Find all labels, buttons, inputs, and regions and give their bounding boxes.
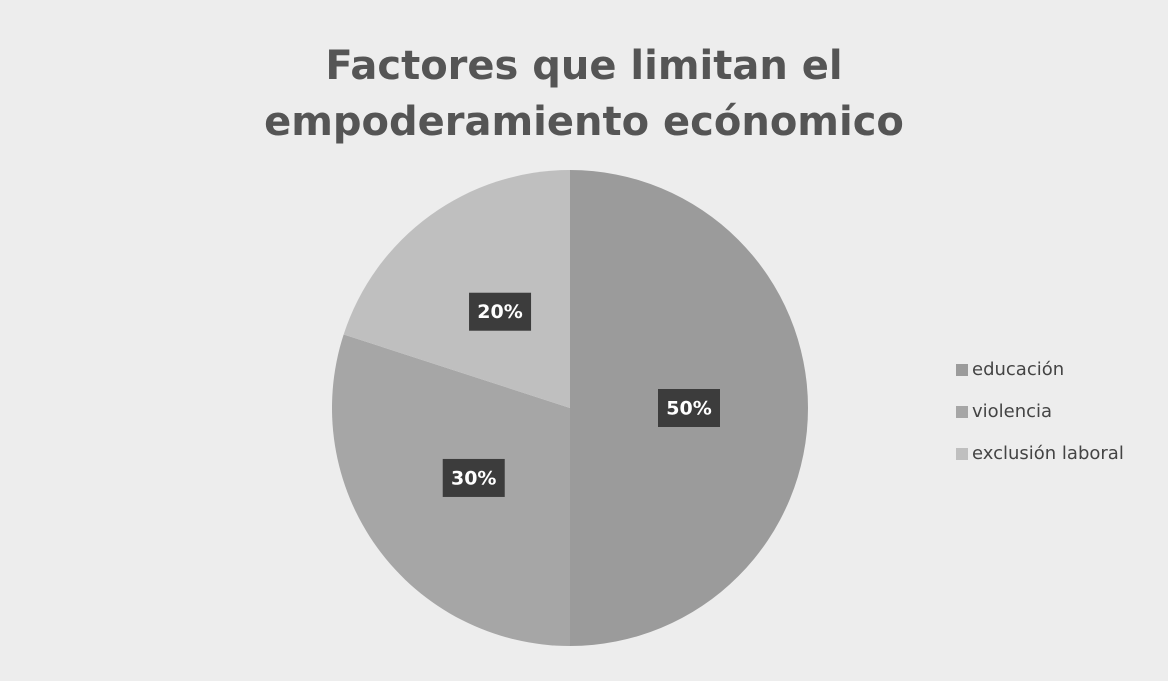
- legend-swatch: [956, 448, 968, 460]
- data-label: 50%: [666, 398, 711, 420]
- data-label-box: [658, 389, 720, 427]
- chart-title: Factores que limitan el empoderamiento e…: [264, 43, 904, 145]
- legend-label: exclusión laboral: [972, 443, 1124, 464]
- data-label: 20%: [477, 301, 522, 323]
- data-label: 30%: [451, 467, 496, 489]
- pie-slice: [343, 170, 570, 408]
- data-label-box: [469, 292, 532, 331]
- legend-swatch: [956, 364, 968, 376]
- legend-label: educación: [972, 359, 1064, 380]
- data-label-box: [442, 458, 505, 497]
- legend-swatch: [956, 406, 968, 418]
- legend-label: violencia: [972, 401, 1052, 422]
